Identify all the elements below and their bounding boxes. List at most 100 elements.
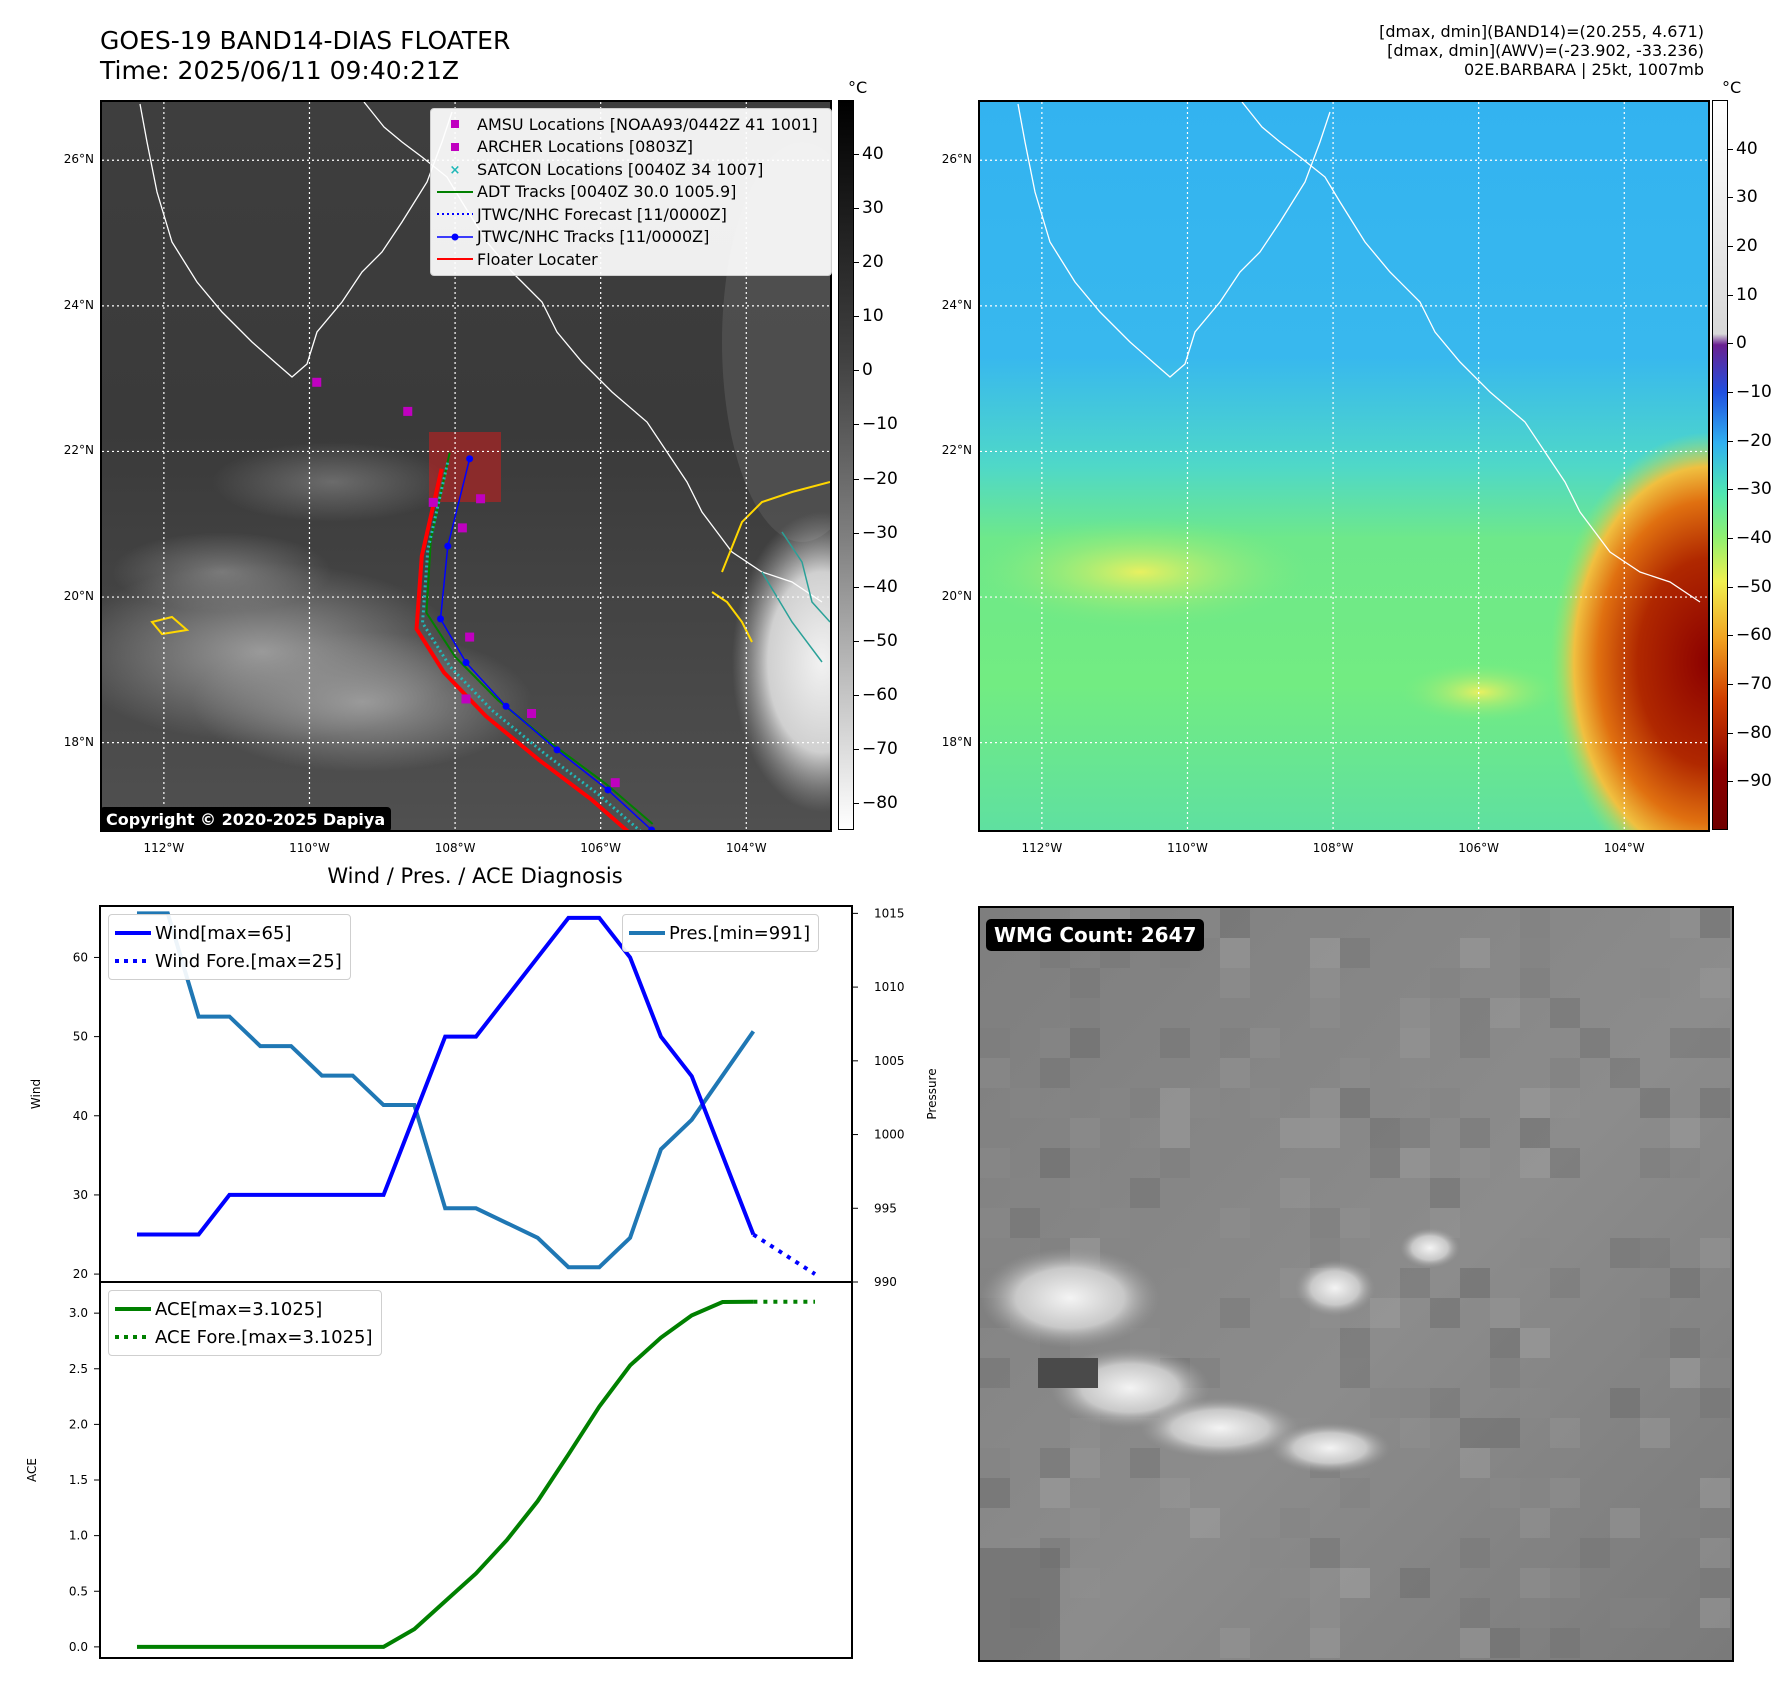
ace-tick-label: 2.5 — [69, 1362, 88, 1376]
legend-swatch-wrap — [433, 117, 477, 131]
lon-tick-label: 112°W — [1021, 841, 1063, 855]
wind-forecast-line — [752, 1232, 817, 1276]
lat-tick-label: 26°N — [941, 152, 972, 167]
wmg-pixel — [1400, 998, 1430, 1028]
wmg-pixel — [1460, 1418, 1490, 1448]
legend-swatch — [451, 142, 459, 151]
wmg-pixel — [1070, 998, 1100, 1028]
lon-tick-label: 110°W — [1167, 841, 1208, 855]
wmg-pixel — [1640, 968, 1670, 998]
wmg-pixel — [1520, 908, 1550, 938]
stats-band14: [dmax, dmin](BAND14)=(20.255, 4.671) — [1379, 22, 1704, 41]
wmg-pixel — [1040, 1148, 1070, 1178]
amsu-point — [465, 632, 475, 642]
wmg-pixel — [1460, 1268, 1490, 1298]
wmg-pixel — [1220, 1628, 1250, 1658]
legend-label: Floater Locater — [477, 249, 598, 269]
legend-entry: AMSU Locations [NOAA93/0442Z 41 1001] — [433, 113, 825, 136]
colorbar-tick-mark — [854, 370, 859, 372]
wmg-pixel — [980, 1058, 1010, 1088]
wmg-pixel — [1670, 1358, 1700, 1388]
colorbar-tick-mark — [854, 640, 859, 642]
wmg-pixel — [1430, 1298, 1460, 1328]
wmg-pixel — [1250, 1538, 1280, 1568]
lon-tick-label: 106°W — [1458, 841, 1500, 855]
adt-track — [425, 452, 654, 825]
wmg-pixel — [1340, 1358, 1370, 1388]
pressure-tick-label: 995 — [874, 1201, 897, 1215]
ace-tick-label: 1.0 — [69, 1529, 88, 1543]
lat-tick-label: 20°N — [941, 589, 972, 604]
wmg-pixel — [1340, 938, 1370, 968]
wmg-pixel — [1010, 1088, 1040, 1118]
wmg-pixel — [1250, 1028, 1280, 1058]
legend-swatch — [115, 931, 151, 935]
colorbar-tick-mark — [1728, 197, 1733, 199]
wmg-pixel — [1340, 1568, 1370, 1598]
wmg-pixel — [980, 1208, 1010, 1238]
legend-label: AMSU Locations [NOAA93/0442Z 41 1001] — [477, 114, 818, 134]
legend-swatch-wrap — [625, 926, 669, 940]
wmg-pixel — [1100, 1208, 1130, 1238]
legend-label: SATCON Locations [0040Z 34 1007] — [477, 159, 764, 179]
wmg-pixel — [1280, 1118, 1310, 1148]
wmg-pixel — [1190, 1508, 1220, 1538]
satcon-track — [420, 462, 642, 830]
wmg-pixel — [1490, 998, 1520, 1028]
lat-tick-label: 24°N — [63, 297, 94, 312]
colorbar-tick-label: 20 — [862, 252, 884, 273]
wmg-pixel — [1280, 1568, 1310, 1598]
pressure-tick-label: 1000 — [874, 1128, 905, 1142]
wmg-pixel — [1310, 1598, 1340, 1628]
wmg-pixel — [1700, 1388, 1730, 1418]
colorbar-tick-label: −30 — [1736, 479, 1772, 500]
nhc-track-point — [462, 659, 470, 667]
legend-entry: Wind[max=65] — [111, 919, 342, 947]
legend-entry: ARCHER Locations [0803Z] — [433, 136, 825, 159]
legend-label: ARCHER Locations [0803Z] — [477, 137, 694, 157]
legend-swatch-wrap — [433, 185, 477, 199]
wmg-pixel — [1130, 1448, 1160, 1478]
lat-tick-label: 22°N — [941, 443, 972, 458]
wind-line — [136, 915, 756, 1237]
wmg-panel — [978, 906, 1734, 1662]
wmg-pixel — [1460, 1148, 1490, 1178]
wmg-pixel — [1670, 1148, 1700, 1178]
wmg-pixel — [1520, 1568, 1550, 1598]
legend-label: Wind Fore.[max=25] — [155, 950, 342, 972]
wv-map-svg — [980, 102, 1708, 830]
legend-swatch-wrap — [111, 954, 155, 968]
wmg-pixel — [1640, 1088, 1670, 1118]
wmg-pixel — [1070, 968, 1100, 998]
wmg-pixel — [1040, 1058, 1070, 1088]
wmg-pixel — [1460, 1538, 1490, 1568]
amsu-point — [461, 694, 471, 704]
legend-entry: Pres.[min=991] — [625, 919, 810, 947]
colorbar-tick-label: −60 — [1736, 625, 1772, 646]
colorbar-tick-mark — [1728, 586, 1733, 588]
colorbar-tick-label: −10 — [862, 414, 898, 435]
wind-tick-label: 30 — [73, 1188, 88, 1202]
ace-tick-label: 0.0 — [69, 1640, 88, 1654]
wmg-pixel — [1520, 1388, 1550, 1418]
lon-tick-label: 104°W — [1603, 841, 1645, 855]
diagnosis-title: Wind / Pres. / ACE Diagnosis — [327, 864, 623, 888]
colorbar-tick-mark — [1728, 684, 1733, 685]
wmg-pixel — [1070, 1178, 1100, 1208]
lon-tick-label: 108°W — [434, 841, 476, 855]
wmg-pixel — [1700, 1478, 1730, 1508]
wmg-pixel — [1640, 1298, 1670, 1328]
wmg-pixel — [1430, 1088, 1460, 1118]
wmg-pixel — [1520, 1508, 1550, 1538]
wmg-pixel — [1160, 1238, 1190, 1268]
colorbar-tick-mark — [854, 586, 859, 588]
ace-tick-label: 0.5 — [69, 1584, 88, 1598]
wmg-pixel — [1550, 1478, 1580, 1508]
colorbar-tick-mark — [1728, 148, 1733, 150]
colorbar-tick-label: 40 — [1736, 138, 1758, 159]
colorbar-tick-mark — [854, 424, 859, 426]
wmg-pixel — [1460, 1448, 1490, 1478]
colorbar-tick-label: −60 — [862, 684, 898, 705]
amsu-point — [403, 406, 413, 416]
wmg-pixel — [1220, 1298, 1250, 1328]
